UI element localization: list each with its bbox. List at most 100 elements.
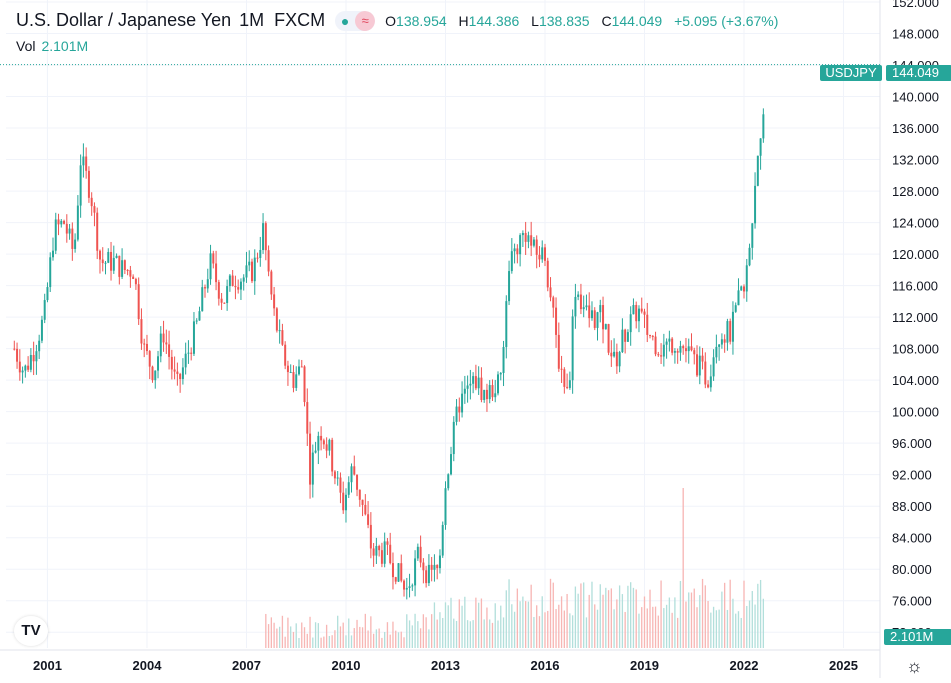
volume-bar — [665, 604, 668, 648]
tradingview-logo-icon[interactable]: TV — [14, 616, 48, 646]
volume-bar — [345, 635, 347, 648]
candle-body — [707, 384, 710, 388]
candle-body — [577, 294, 580, 297]
volume-bar — [729, 579, 731, 648]
candle-body — [676, 351, 679, 353]
candle-body — [510, 251, 513, 272]
candle-body — [433, 564, 436, 570]
x-tick-label: 2001 — [33, 658, 62, 673]
volume-bar — [682, 488, 684, 648]
volume-bar — [641, 607, 643, 648]
x-tick-label: 2010 — [332, 658, 361, 673]
candle-body — [599, 305, 602, 313]
volume-bar — [422, 614, 425, 648]
volume-bar — [486, 607, 488, 648]
candle-body — [275, 308, 278, 331]
candle-body — [262, 223, 265, 250]
volume-bar — [339, 626, 342, 648]
candle-body — [731, 311, 734, 342]
candle-body — [85, 156, 88, 171]
candle-body — [416, 546, 419, 559]
candle-body — [563, 369, 566, 387]
settings-gear-icon[interactable]: ☼ — [906, 656, 923, 676]
candle-body — [640, 308, 643, 312]
volume-bar — [544, 612, 546, 648]
candle-body — [419, 546, 422, 563]
y-tick-label: 104.000 — [892, 373, 939, 388]
candle-body — [441, 524, 444, 556]
volume-bar — [389, 634, 391, 648]
candle-body — [649, 334, 652, 336]
volume-bar — [303, 627, 306, 648]
volume-bar — [762, 598, 765, 648]
volume-bar — [663, 608, 665, 648]
volume-bar — [690, 592, 693, 648]
candle-body — [297, 366, 300, 375]
candle-body — [715, 346, 718, 358]
interval-label[interactable]: 1M — [239, 10, 265, 30]
candle-body — [295, 374, 298, 388]
candle-body — [339, 477, 342, 493]
candle-body — [502, 347, 505, 373]
y-tick-label: 136.000 — [892, 121, 939, 136]
candle-body — [29, 354, 32, 370]
candle-body — [588, 305, 591, 319]
volume-bar — [367, 630, 369, 648]
volume-bar — [491, 622, 494, 648]
volume-bar — [759, 579, 762, 648]
candle-body — [286, 365, 289, 373]
candle-body — [24, 365, 27, 371]
volume-bar — [406, 614, 408, 648]
volume-bar — [292, 631, 295, 648]
volume-bar — [668, 597, 671, 648]
candle-body — [71, 228, 74, 249]
volume-bar — [679, 580, 682, 648]
x-tick-label: 2022 — [730, 658, 759, 673]
volume-bar — [685, 601, 687, 648]
volume-bar — [309, 616, 311, 648]
candle-body — [226, 286, 229, 304]
volume-bar — [674, 597, 676, 648]
volume-bar — [408, 620, 411, 648]
volume-bar — [707, 601, 709, 648]
volume-bar — [558, 604, 560, 648]
status-pill[interactable]: ● ≈ — [335, 10, 376, 31]
y-tick-label: 140.000 — [892, 90, 939, 105]
y-tick-label: 112.000 — [892, 310, 938, 325]
volume-bar — [386, 622, 389, 648]
candle-body — [549, 287, 552, 298]
candle-body — [723, 339, 726, 343]
volume-bar — [314, 622, 317, 648]
candle-body — [16, 348, 19, 362]
candle-body — [568, 380, 571, 388]
volume-bar — [563, 610, 565, 648]
volume-bar — [265, 613, 267, 648]
candle-body — [228, 275, 231, 287]
candle-body — [38, 340, 41, 352]
candle-body — [259, 249, 262, 258]
volume-value: 2.101M — [41, 38, 89, 54]
volume-bar — [378, 628, 380, 648]
close-key: C — [601, 12, 612, 29]
candle-body — [165, 342, 168, 345]
candle-body — [251, 261, 254, 282]
candle-body — [610, 352, 613, 357]
volume-bar — [328, 635, 331, 648]
market-status-dot-icon: ● — [340, 12, 350, 29]
symbol-title[interactable]: U.S. Dollar / Japanese Yen — [16, 10, 232, 30]
candle-body — [444, 488, 447, 525]
candle-body — [118, 255, 121, 277]
candle-body — [720, 339, 723, 345]
volume-bar — [458, 599, 460, 648]
volume-bar — [359, 626, 361, 648]
candle-body — [364, 504, 367, 515]
candle-body — [104, 262, 107, 264]
volume-bar — [649, 589, 651, 648]
candle-body — [112, 257, 115, 271]
volume-bar — [732, 598, 734, 648]
volume-bar — [290, 626, 292, 648]
volume-bar — [735, 613, 737, 648]
volume-bar — [337, 615, 339, 648]
